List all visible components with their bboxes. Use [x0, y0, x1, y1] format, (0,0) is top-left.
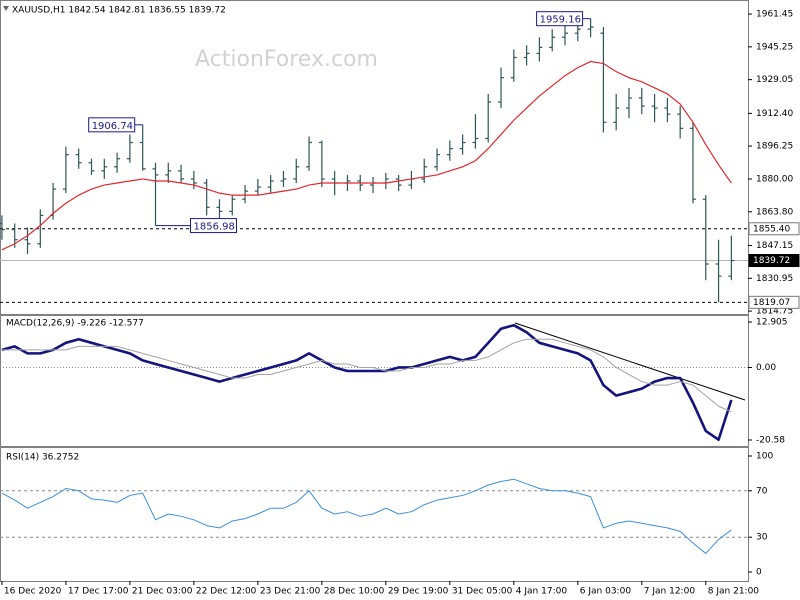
annotation-box [88, 117, 136, 133]
x-tick-label: 6 Jan 03:00 [580, 587, 632, 597]
y-tick-label: 0 [756, 567, 762, 577]
y-tick-label: 1847.15 [756, 241, 793, 251]
annotation-label: 1906.74 [92, 121, 133, 132]
y-tick-label: 70 [756, 486, 768, 496]
y-tick-label: 1912.40 [756, 109, 793, 119]
macd-title: MACD(12,26,9) -9.226 -12.577 [6, 319, 144, 329]
y-tick-label: 1880.00 [756, 174, 793, 184]
collapse-icon [3, 6, 9, 11]
y-tick-label: 100 [756, 452, 773, 462]
panel-frame [0, 315, 749, 447]
price-title: XAUUSD,H1 1842.54 1842.81 1836.55 1839.7… [12, 6, 226, 16]
price-level-label: 1855.40 [753, 224, 790, 234]
y-tick-label: 1814.75 [756, 307, 793, 317]
price-level-box [748, 254, 800, 268]
y-tick-label: 1830.95 [756, 274, 793, 284]
price-level-box [748, 295, 800, 309]
macd-line [1, 338, 732, 413]
rsi-line [1, 478, 732, 554]
x-tick-label: 7 Jan 12:00 [644, 587, 696, 597]
price-level-box [748, 222, 800, 236]
price-level-label: 1839.72 [753, 256, 790, 266]
panel-frame [0, 0, 749, 315]
y-tick-label: 1863.80 [756, 207, 793, 217]
annotation-box [189, 218, 237, 234]
y-tick-label: 1945.25 [756, 42, 793, 52]
y-tick-label: 0.00 [756, 363, 776, 373]
x-tick-label: 21 Dec 03:00 [132, 587, 193, 597]
watermark: ActionForex.com [195, 47, 378, 72]
macd-line [1, 323, 733, 442]
y-tick-label: 1929.05 [756, 75, 793, 85]
x-tick-label: 23 Dec 21:00 [260, 587, 321, 597]
moving-average [1, 60, 732, 251]
x-tick-label: 17 Dec 17:00 [68, 587, 129, 597]
y-tick-label: 1896.25 [756, 142, 793, 152]
y-tick-label: 30 [756, 533, 768, 543]
y-tick-label: 12.905 [756, 318, 788, 328]
annotation-label: 1856.98 [193, 222, 234, 233]
price-level-label: 1819.07 [753, 298, 790, 308]
x-tick-label: 4 Jan 17:00 [516, 587, 568, 597]
x-tick-label: 22 Dec 12:00 [196, 587, 257, 597]
annotation-box [536, 11, 584, 27]
x-tick-label: 29 Dec 19:00 [388, 587, 449, 597]
panel-frame [0, 447, 749, 582]
annotation-label: 1959.16 [540, 15, 581, 26]
x-tick-label: 8 Jan 21:00 [708, 587, 760, 597]
x-tick-label: 16 Dec 2020 [4, 587, 62, 597]
y-tick-label: -20.58 [756, 435, 785, 445]
trend-line [514, 322, 746, 401]
y-tick-label: 1961.45 [756, 10, 793, 20]
x-tick-label: 31 Dec 05:00 [452, 587, 513, 597]
x-tick-label: 28 Dec 10:00 [324, 587, 385, 597]
rsi-title: RSI(14) 36.2752 [6, 453, 79, 463]
